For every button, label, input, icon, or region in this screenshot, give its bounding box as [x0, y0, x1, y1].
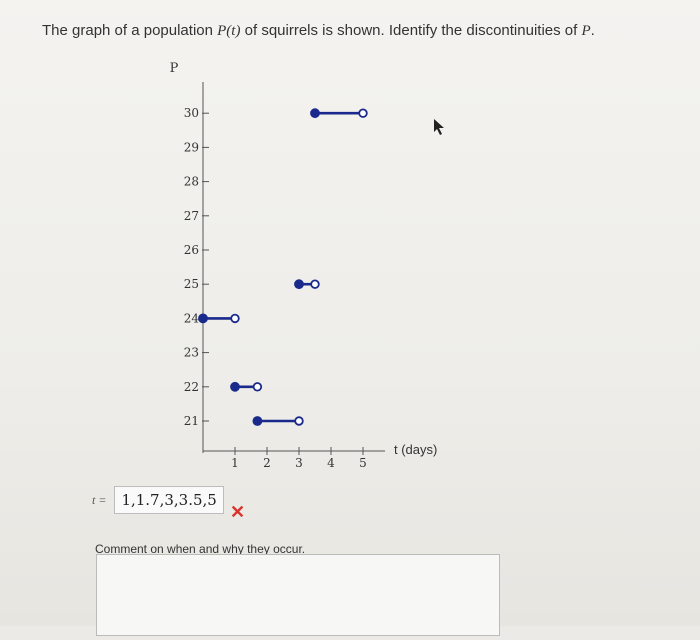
question-text: The graph of a population P(t) of squirr…: [42, 22, 595, 40]
x-tick-label: 3: [295, 456, 303, 470]
open-endpoint: [310, 279, 320, 289]
function-symbol: P(t): [217, 23, 241, 39]
closed-endpoint: [310, 108, 320, 119]
y-tick-label: 21: [184, 414, 199, 428]
closed-endpoint: [198, 313, 208, 324]
t-label: t =: [92, 492, 107, 507]
question-suffix: .: [590, 22, 595, 39]
open-endpoint: [294, 416, 304, 426]
open-endpoint: [252, 382, 263, 392]
y-tick-label: 24: [184, 311, 200, 325]
x-tick-label: 1: [231, 456, 239, 470]
answer-row: t = 1,1.7,3,3.5,5: [92, 486, 224, 514]
comment-prompt: Comment on when and why they occur.: [95, 542, 306, 556]
x-tick-label: 5: [359, 456, 367, 470]
closed-endpoint: [252, 416, 263, 426]
y-axis-label: P: [170, 61, 179, 76]
open-endpoint: [358, 108, 368, 118]
answer-input[interactable]: 1,1.7,3,3.5,5: [114, 486, 224, 514]
y-tick-label: 25: [184, 277, 199, 291]
x-axis-label: t (days): [394, 442, 437, 457]
y-tick-label: 26: [184, 243, 199, 257]
y-tick-label: 22: [184, 380, 199, 394]
y-tick-label: 28: [184, 175, 199, 189]
question-middle: of squirrels is shown. Identify the disc…: [240, 22, 582, 39]
x-tick-label: 2: [263, 456, 271, 470]
y-tick-label: 27: [184, 209, 199, 223]
y-tick-label: 29: [184, 140, 199, 154]
incorrect-x-icon: ✕: [230, 502, 246, 522]
closed-endpoint: [294, 279, 304, 290]
closed-endpoint: [230, 381, 240, 392]
function-symbol-p: P: [581, 23, 591, 39]
comment-textarea[interactable]: [97, 555, 499, 635]
mouse-cursor-icon: [434, 119, 444, 135]
y-tick-label: 30: [184, 106, 199, 120]
comment-box: [96, 554, 500, 636]
question-prefix: The graph of a population: [42, 22, 218, 39]
x-tick-label: 4: [327, 456, 335, 470]
y-tick-label: 23: [184, 346, 199, 360]
open-endpoint: [230, 313, 240, 324]
question-panel: [0, 0, 700, 626]
